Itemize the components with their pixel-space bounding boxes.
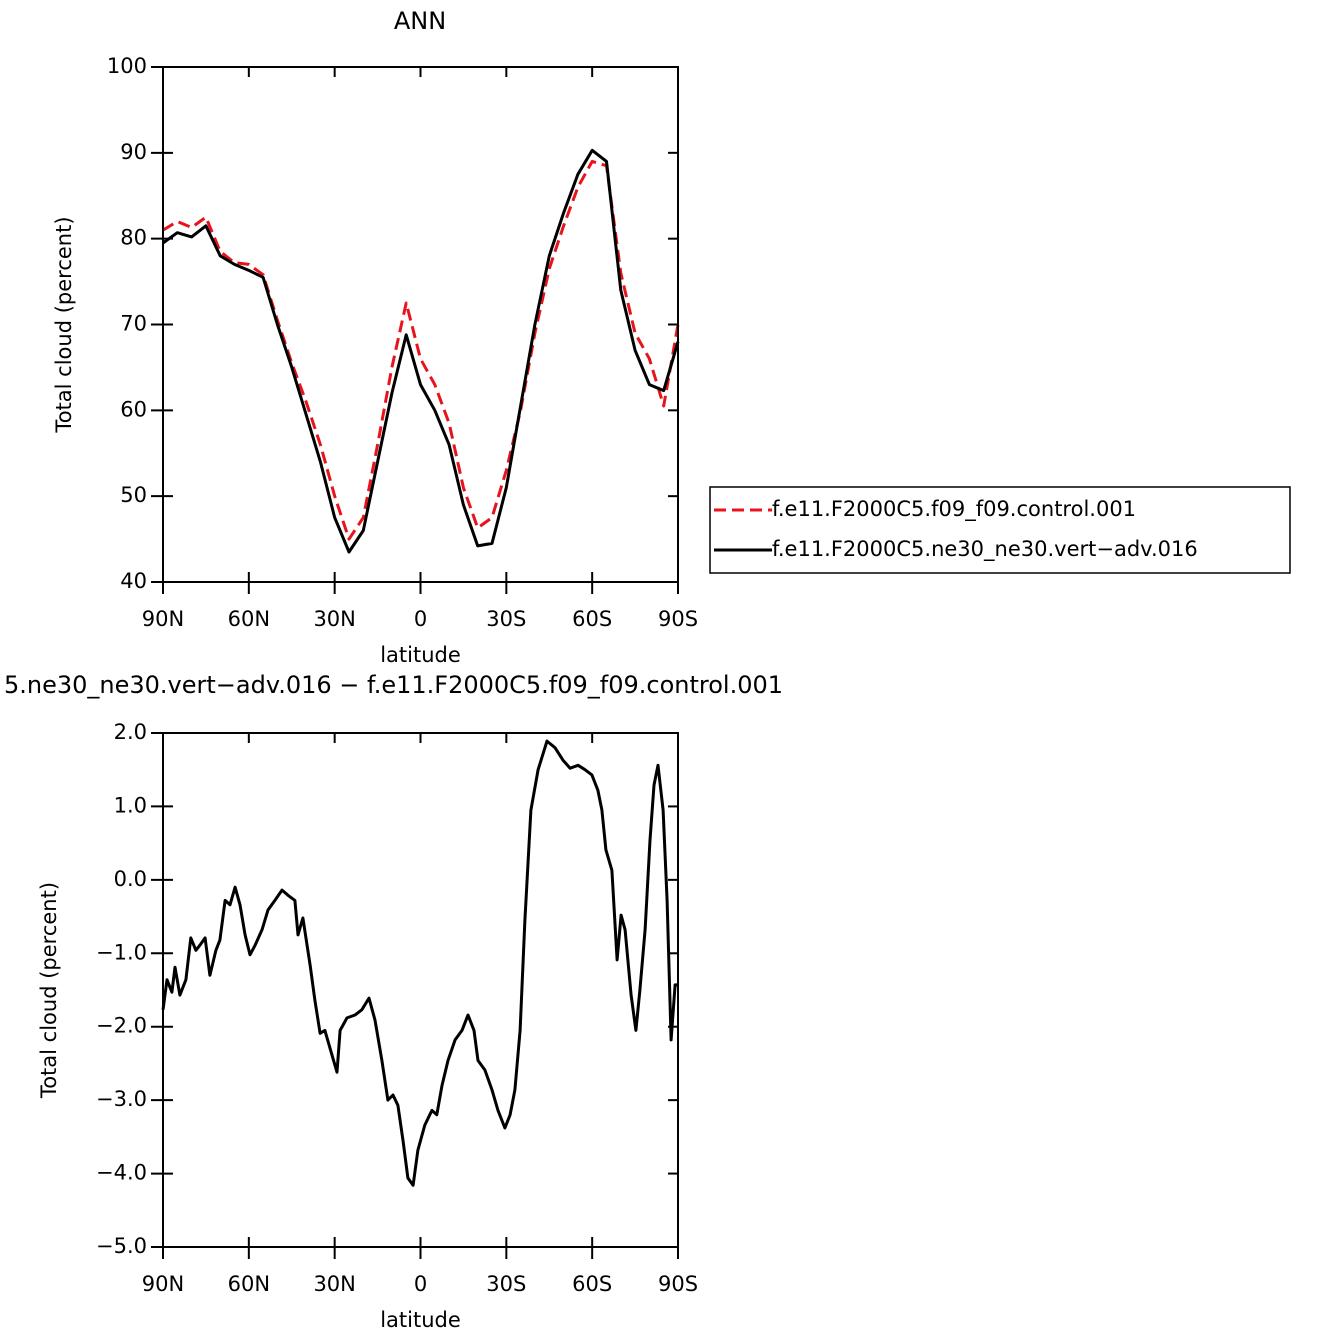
x-axis-label: latitude <box>380 643 461 667</box>
y-tick-label: −4.0 <box>96 1161 147 1185</box>
data-line <box>162 159 680 541</box>
data-line <box>161 739 678 1187</box>
x-tick-label: 30S <box>486 607 526 631</box>
y-tick-label: 1.0 <box>114 793 147 817</box>
data-line <box>162 148 680 554</box>
y-tick-label: 90 <box>120 140 147 164</box>
x-tick-label: 60S <box>572 607 612 631</box>
x-tick-label: 30N <box>313 607 355 631</box>
y-axis-label: Total cloud (percent) <box>37 882 61 1099</box>
plot-frame <box>162 66 679 583</box>
x-tick-label: 0 <box>414 1272 427 1296</box>
chart-title: 5.ne30_ne30.vert−adv.016 − f.e11.F2000C5… <box>4 671 783 699</box>
chart-title: ANN <box>394 7 446 35</box>
y-tick-label: 70 <box>120 312 147 336</box>
legend-label: f.e11.F2000C5.ne30_ne30.vert−adv.016 <box>772 537 1198 562</box>
legend-box <box>709 486 1291 574</box>
x-tick-label: 60N <box>228 1272 270 1296</box>
y-tick-label: 0.0 <box>114 867 147 891</box>
y-tick-label: 60 <box>120 397 147 421</box>
x-tick-label: 30S <box>486 1272 526 1296</box>
y-tick-label: −1.0 <box>96 940 147 964</box>
x-tick-label: 60N <box>228 607 270 631</box>
y-tick-label: 100 <box>107 54 147 78</box>
x-axis-label: latitude <box>380 1308 461 1332</box>
x-tick-label: 0 <box>414 607 427 631</box>
x-tick-label: 30N <box>313 1272 355 1296</box>
x-tick-label: 60S <box>572 1272 612 1296</box>
x-tick-label: 90N <box>142 607 184 631</box>
y-tick-label: 40 <box>120 569 147 593</box>
x-tick-label: 90S <box>658 1272 698 1296</box>
y-axis-label: Total cloud (percent) <box>52 216 76 433</box>
y-tick-label: −3.0 <box>96 1087 147 1111</box>
legend-label: f.e11.F2000C5.f09_f09.control.001 <box>772 497 1136 522</box>
y-tick-label: 2.0 <box>114 720 147 744</box>
plot-frame <box>162 732 679 1248</box>
x-tick-label: 90N <box>142 1272 184 1296</box>
y-tick-label: −2.0 <box>96 1014 147 1038</box>
x-tick-label: 90S <box>658 607 698 631</box>
y-tick-label: −5.0 <box>96 1234 147 1258</box>
y-tick-label: 80 <box>120 226 147 250</box>
y-tick-label: 50 <box>120 483 147 507</box>
